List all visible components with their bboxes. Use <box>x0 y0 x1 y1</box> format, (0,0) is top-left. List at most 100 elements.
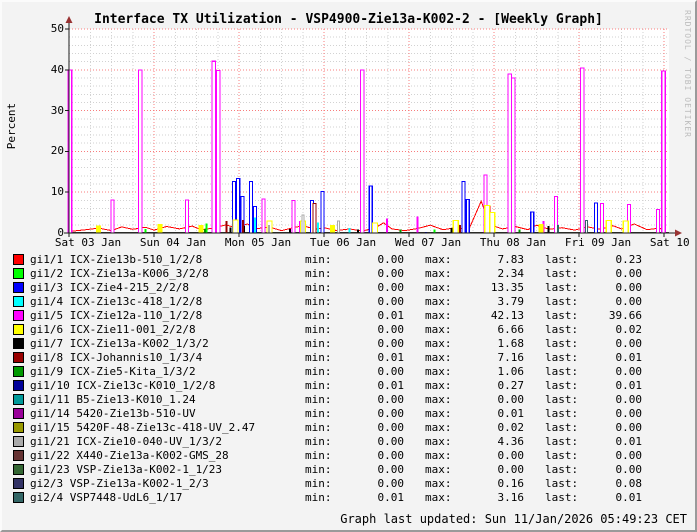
legend-max-value: 42.13 <box>490 308 524 322</box>
legend-color-swatch <box>13 449 24 461</box>
legend-min-label: min: <box>305 322 332 336</box>
x-tick-label: Tue 06 Jan <box>309 236 377 249</box>
legend-last-label: last: <box>545 350 579 364</box>
legend-min-value: 0.00 <box>377 364 405 378</box>
legend-min-label: min: <box>305 308 332 322</box>
legend-min-value: 0.00 <box>377 322 405 336</box>
legend-row: gi1/8 ICX-Johannis10_1/3/4 min: 0.01 max: 7.… <box>13 350 688 364</box>
legend-row: gi1/2 ICX-Zie13a-K006_3/2/8 min: 0.00 max: 2… <box>13 266 688 280</box>
legend-max-value: 0.01 <box>497 406 525 420</box>
legend-row: gi1/4 ICX-Zie13c-418_1/2/8 min: 0.00 max: 3.… <box>13 294 688 308</box>
legend-min-value: 0.00 <box>377 336 405 350</box>
legend-interface-label: gi1/22 X440-Zie13a-K002-GMS_28 <box>30 448 229 462</box>
legend-color-swatch <box>13 463 24 475</box>
legend-interface-label: gi2/3 VSP-Zie13a-K002-1_2/3 <box>30 476 209 490</box>
legend-row: gi1/11 B5-Zie13-K010_1.24 min: 0.00 max: 0.0… <box>13 392 688 406</box>
legend-last-label: last: <box>545 322 579 336</box>
legend-max-value: 2.34 <box>497 266 525 280</box>
legend-last-label: last: <box>545 392 579 406</box>
legend-last-label: last: <box>545 252 579 266</box>
legend-interface-label: gi2/4 VSP7448-UdL6_1/17 <box>30 490 183 504</box>
legend-last-label: last: <box>545 462 579 476</box>
graph-title: Interface TX Utilization - VSP4900-Zie13… <box>94 12 603 27</box>
legend-min-label: min: <box>305 490 332 504</box>
legend-last-label: last: <box>545 266 579 280</box>
legend-last-value: 0.00 <box>615 280 643 294</box>
legend-max-label: max: <box>425 462 452 476</box>
legend-row: gi1/15 5420F-48-Zie13c-418-UV_2.47 min: 0.… <box>13 420 688 434</box>
legend-min-label: min: <box>305 448 332 462</box>
legend-min-label: min: <box>305 294 332 308</box>
legend-min-label: min: <box>305 280 332 294</box>
legend-max-label: max: <box>425 364 452 378</box>
legend-color-swatch <box>13 491 24 503</box>
y-tick-label: 20 <box>50 144 64 158</box>
legend-max-value: 7.16 <box>497 350 525 364</box>
chart-plot-area <box>64 16 682 237</box>
x-tick-label: Mon 05 Jan <box>224 236 292 249</box>
legend-interface-label: gi1/1 ICX-Zie13b-510_1/2/8 <box>30 252 203 266</box>
legend-color-swatch <box>13 351 24 363</box>
legend-max-label: max: <box>425 294 452 308</box>
y-tick-label: 50 <box>50 22 64 35</box>
legend-max-label: max: <box>425 434 452 448</box>
legend-row: gi1/23 VSP-Zie13a-K002-1_1/23 min: 0.00 max… <box>13 462 688 476</box>
legend-color-swatch <box>13 267 24 279</box>
legend-last-label: last: <box>545 420 579 434</box>
legend-interface-label: gi1/8 ICX-Johannis10_1/3/4 <box>30 350 203 364</box>
legend-max-value: 3.79 <box>497 294 525 308</box>
legend-interface-label: gi1/14 5420-Zie13b-510-UV <box>30 406 196 420</box>
legend-min-value: 0.01 <box>377 378 405 392</box>
legend-color-swatch <box>13 379 24 391</box>
legend-last-value: 39.66 <box>608 308 642 322</box>
legend-last-value: 0.00 <box>615 420 643 434</box>
legend-row: gi1/10 ICX-Zie13c-K010_1/2/8 min: 0.01 max:… <box>13 378 688 392</box>
legend-row: gi1/1 ICX-Zie13b-510_1/2/8 min: 0.00 max: 7.… <box>13 252 688 266</box>
legend-interface-label: gi1/6 ICX-Zie11-001_2/2/8 <box>30 322 196 336</box>
legend-max-label: max: <box>425 490 452 504</box>
legend-min-value: 0.01 <box>377 490 405 504</box>
legend-row: gi1/5 ICX-Zie12a-110_1/2/8 min: 0.01 max: 42… <box>13 308 688 322</box>
legend-min-label: min: <box>305 252 332 266</box>
legend-last-value: 0.01 <box>615 350 643 364</box>
legend-last-value: 0.08 <box>615 476 643 490</box>
legend-max-label: max: <box>425 266 452 280</box>
legend-min-value: 0.00 <box>377 420 405 434</box>
legend-color-swatch <box>13 435 24 447</box>
rrdtool-watermark: RRDTOOL / TOBI OETIKER <box>683 10 692 138</box>
legend-min-value: 0.00 <box>377 476 405 490</box>
legend-row: gi1/6 ICX-Zie11-001_2/2/8 min: 0.00 max: 6.6… <box>13 322 688 336</box>
legend-last-value: 0.00 <box>615 392 643 406</box>
legend-max-label: max: <box>425 336 452 350</box>
legend-min-value: 0.00 <box>377 392 405 406</box>
legend-max-value: 0.00 <box>497 448 525 462</box>
legend-min-label: min: <box>305 364 332 378</box>
legend-last-label: last: <box>545 434 579 448</box>
legend-color-swatch <box>13 253 24 265</box>
legend-max-value: 7.83 <box>497 252 525 266</box>
legend-min-label: min: <box>305 378 332 392</box>
legend-min-label: min: <box>305 420 332 434</box>
y-tick-label: 10 <box>50 185 64 199</box>
legend-min-label: min: <box>305 392 332 406</box>
legend-last-value: 0.02 <box>615 322 643 336</box>
legend-min-value: 0.00 <box>377 280 405 294</box>
legend-interface-label: gi1/4 ICX-Zie13c-418_1/2/8 <box>30 294 203 308</box>
x-tick-label: Fri 09 Jan <box>564 236 632 249</box>
legend-min-value: 0.00 <box>377 462 405 476</box>
legend-max-value: 13.35 <box>490 280 524 294</box>
legend-color-swatch <box>13 281 24 293</box>
legend-min-value: 0.00 <box>377 448 405 462</box>
legend-color-swatch <box>13 477 24 489</box>
legend-last-label: last: <box>545 336 579 350</box>
legend-max-label: max: <box>425 420 452 434</box>
legend-min-value: 0.01 <box>377 350 405 364</box>
legend-last-value: 0.01 <box>615 378 643 392</box>
x-tick-label: Thu 08 Jan <box>479 236 547 249</box>
legend-min-value: 0.00 <box>377 434 405 448</box>
legend-min-value: 0.00 <box>377 266 405 280</box>
legend-min-value: 0.00 <box>377 252 405 266</box>
legend-interface-label: gi1/11 B5-Zie13-K010_1.24 <box>30 392 196 406</box>
legend-color-swatch <box>13 323 24 335</box>
